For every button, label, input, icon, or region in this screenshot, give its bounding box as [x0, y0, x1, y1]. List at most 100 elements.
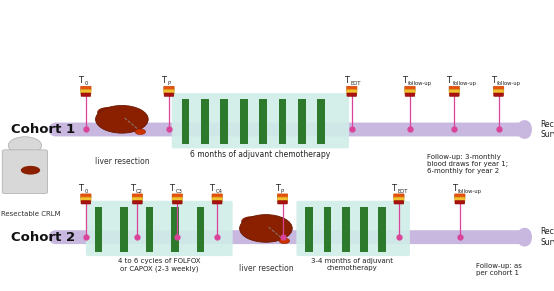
FancyBboxPatch shape [278, 197, 288, 202]
Text: P: P [281, 189, 284, 194]
FancyBboxPatch shape [212, 201, 222, 204]
Bar [360, 207, 368, 252]
Text: T: T [209, 184, 214, 193]
Text: T: T [161, 76, 166, 85]
Bar [342, 207, 350, 252]
Text: 3-4 months of adjuvant
chemotherapy: 3-4 months of adjuvant chemotherapy [311, 258, 393, 272]
Text: Follow-up: 3-monthly
blood draws for year 1;
6-monthly for year 2: Follow-up: 3-monthly blood draws for yea… [427, 154, 507, 174]
Ellipse shape [240, 215, 293, 242]
Text: C2: C2 [136, 189, 143, 194]
Text: liver resection: liver resection [239, 264, 293, 273]
Text: T: T [275, 184, 280, 193]
Bar [317, 99, 325, 144]
Circle shape [135, 129, 146, 134]
FancyBboxPatch shape [212, 194, 222, 198]
FancyBboxPatch shape [81, 194, 91, 198]
Text: follow-up: follow-up [458, 189, 482, 194]
Text: Cohort 1: Cohort 1 [11, 123, 75, 136]
Text: 6 months of adjuvant chemotherapy: 6 months of adjuvant chemotherapy [190, 150, 331, 159]
FancyBboxPatch shape [347, 93, 357, 96]
FancyBboxPatch shape [455, 197, 465, 202]
Text: T: T [447, 76, 452, 85]
Text: follow-up: follow-up [453, 81, 476, 86]
Bar [324, 207, 331, 252]
FancyBboxPatch shape [2, 150, 48, 194]
FancyBboxPatch shape [172, 194, 182, 198]
Text: T: T [344, 76, 349, 85]
FancyBboxPatch shape [347, 89, 357, 94]
FancyBboxPatch shape [81, 197, 91, 202]
Bar [182, 99, 189, 144]
Circle shape [279, 238, 290, 244]
Ellipse shape [97, 107, 117, 118]
FancyBboxPatch shape [405, 86, 415, 90]
Text: C4: C4 [216, 189, 223, 194]
Text: liver resection: liver resection [95, 157, 149, 166]
FancyBboxPatch shape [494, 93, 504, 96]
Text: T: T [391, 184, 396, 193]
Text: EOT: EOT [397, 189, 408, 194]
Bar [279, 99, 286, 144]
Ellipse shape [96, 106, 148, 133]
Bar [298, 99, 306, 144]
FancyBboxPatch shape [278, 201, 288, 204]
Text: T: T [491, 76, 496, 85]
Text: T: T [130, 184, 135, 193]
Text: 0: 0 [84, 189, 88, 194]
Text: Recurrence
Survival: Recurrence Survival [540, 228, 554, 247]
Text: follow-up: follow-up [497, 81, 521, 86]
FancyBboxPatch shape [164, 93, 174, 96]
FancyBboxPatch shape [132, 194, 142, 198]
Text: C3: C3 [176, 189, 182, 194]
Text: Resectable CRLM: Resectable CRLM [1, 211, 61, 217]
Text: T: T [78, 184, 83, 193]
FancyBboxPatch shape [405, 93, 415, 96]
Bar [201, 99, 209, 144]
FancyBboxPatch shape [81, 93, 91, 96]
Bar [240, 99, 248, 144]
Bar [146, 207, 153, 252]
FancyBboxPatch shape [449, 89, 459, 94]
Bar [95, 207, 102, 252]
Text: T: T [78, 76, 83, 85]
Text: Follow-up: as
per cohort 1: Follow-up: as per cohort 1 [476, 263, 522, 276]
FancyBboxPatch shape [81, 201, 91, 204]
FancyBboxPatch shape [455, 201, 465, 204]
FancyBboxPatch shape [394, 201, 404, 204]
FancyBboxPatch shape [172, 93, 349, 148]
Circle shape [8, 137, 42, 154]
FancyBboxPatch shape [164, 89, 174, 94]
Text: T: T [402, 76, 407, 85]
FancyBboxPatch shape [296, 201, 410, 256]
FancyBboxPatch shape [494, 89, 504, 94]
FancyBboxPatch shape [81, 86, 91, 90]
FancyBboxPatch shape [347, 86, 357, 90]
FancyBboxPatch shape [455, 194, 465, 198]
Text: Recurrence
Survival: Recurrence Survival [540, 120, 554, 139]
FancyBboxPatch shape [132, 197, 142, 202]
Bar [259, 99, 267, 144]
Bar [305, 207, 313, 252]
Ellipse shape [21, 166, 40, 175]
FancyBboxPatch shape [278, 194, 288, 198]
Bar [120, 207, 128, 252]
FancyBboxPatch shape [164, 86, 174, 90]
Bar [378, 207, 386, 252]
FancyBboxPatch shape [172, 197, 182, 202]
FancyBboxPatch shape [405, 89, 415, 94]
FancyBboxPatch shape [132, 201, 142, 204]
Bar [171, 207, 179, 252]
FancyBboxPatch shape [212, 197, 222, 202]
FancyBboxPatch shape [172, 201, 182, 204]
Text: P: P [167, 81, 171, 86]
FancyBboxPatch shape [494, 86, 504, 90]
Text: 0: 0 [84, 81, 88, 86]
Text: follow-up: follow-up [408, 81, 432, 86]
Text: T: T [452, 184, 457, 193]
Text: T: T [170, 184, 175, 193]
Bar [197, 207, 204, 252]
FancyBboxPatch shape [449, 86, 459, 90]
Text: EOT: EOT [350, 81, 361, 86]
Text: Cohort 2: Cohort 2 [11, 231, 75, 244]
Text: 4 to 6 cycles of FOLFOX
or CAPOX (2-3 weekly): 4 to 6 cycles of FOLFOX or CAPOX (2-3 we… [118, 258, 200, 272]
